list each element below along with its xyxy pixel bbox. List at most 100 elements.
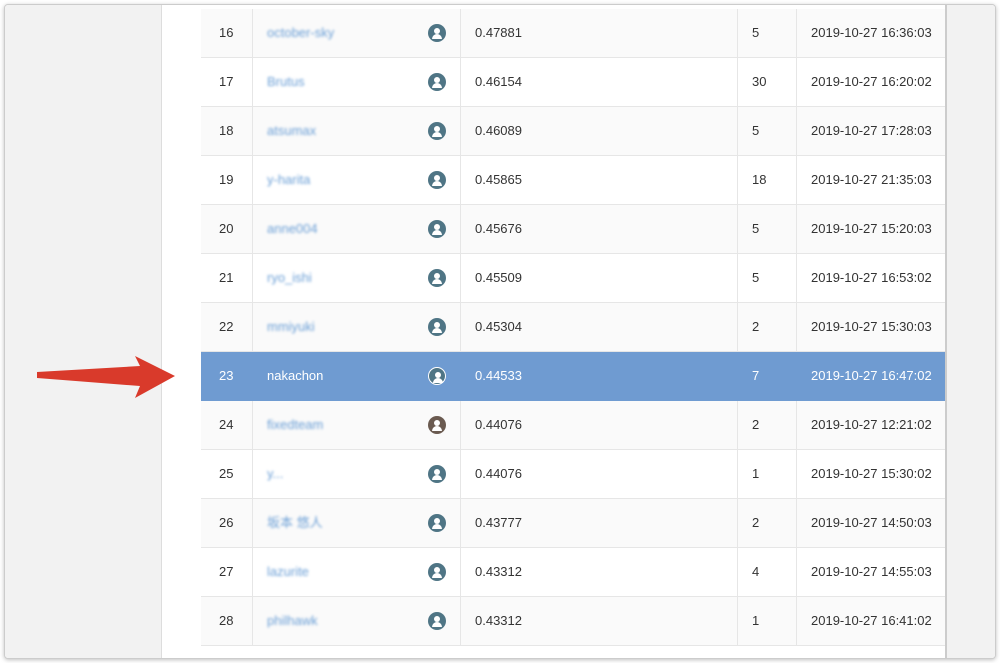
team-name[interactable]: anne004 — [267, 221, 318, 236]
last-submission-cell: 2019-10-27 16:41:02 — [797, 597, 945, 645]
table-row: 27 lazurite 0.43312 4 2019-10-27 14:55:03 — [201, 548, 945, 597]
rank: 16 — [219, 25, 234, 40]
table-row: 21 ryo_ishi 0.45509 5 2019-10-27 16:53:02 — [201, 254, 945, 303]
table-row: 17 Brutus 0.46154 30 2019-10-27 16:20:02 — [201, 58, 945, 107]
team-name[interactable]: ryo_ishi — [267, 270, 312, 285]
entries-cell: 2 — [738, 303, 797, 351]
last-submission-cell: 2019-10-27 14:50:03 — [797, 499, 945, 547]
last-submission-cell: 2019-10-27 15:20:03 — [797, 205, 945, 253]
score-cell: 0.45509 — [461, 254, 738, 302]
score: 0.45865 — [475, 172, 522, 187]
score: 0.43312 — [475, 613, 522, 628]
score: 0.46089 — [475, 123, 522, 138]
team-name[interactable]: nakachon — [267, 368, 324, 383]
entries-cell: 30 — [738, 58, 797, 106]
last-submission-cell: 2019-10-27 16:20:02 — [797, 58, 945, 106]
score-cell: 0.43312 — [461, 548, 738, 596]
score-cell: 0.47881 — [461, 9, 738, 57]
table-row: 28 philhawk 0.43312 1 2019-10-27 16:41:02 — [201, 597, 945, 646]
score-cell: 0.45676 — [461, 205, 738, 253]
team-name-cell: y-harita — [253, 156, 461, 204]
avatar — [428, 514, 446, 532]
last-submission: 2019-10-27 16:20:02 — [811, 74, 932, 89]
team-name-cell: ryo_ishi — [253, 254, 461, 302]
rank: 21 — [219, 270, 234, 285]
rank: 26 — [219, 515, 234, 530]
entries-cell: 5 — [738, 9, 797, 57]
team-name[interactable]: lazurite — [267, 564, 309, 579]
screenshot: 16 october-sky 0.47881 5 2019-10-27 16:36:03… — [4, 4, 996, 659]
team-name[interactable]: y... — [267, 466, 284, 481]
entries: 5 — [752, 221, 760, 236]
last-submission: 2019-10-27 17:28:03 — [811, 123, 932, 138]
last-submission: 2019-10-27 15:30:02 — [811, 466, 932, 481]
team-name[interactable]: october-sky — [267, 25, 335, 40]
last-submission: 2019-10-27 21:35:03 — [811, 172, 932, 187]
entries: 2 — [752, 417, 760, 432]
score: 0.44533 — [475, 368, 522, 383]
team-name[interactable]: fixedteam — [267, 417, 324, 432]
team-name-cell: atsumax — [253, 107, 461, 155]
last-submission-cell: 2019-10-27 15:30:02 — [797, 450, 945, 498]
score-cell: 0.46089 — [461, 107, 738, 155]
avatar — [428, 73, 446, 91]
sidebar — [5, 5, 162, 658]
team-name[interactable]: atsumax — [267, 123, 317, 138]
last-submission: 2019-10-27 16:41:02 — [811, 613, 932, 628]
score-cell: 0.43777 — [461, 499, 738, 547]
table-row: 16 october-sky 0.47881 5 2019-10-27 16:36:03 — [201, 9, 945, 58]
score: 0.45676 — [475, 221, 522, 236]
avatar — [428, 24, 446, 42]
team-name[interactable]: 坂本 悠人 — [267, 515, 323, 530]
score-cell: 0.43312 — [461, 597, 738, 645]
score-cell: 0.44076 — [461, 401, 738, 449]
entries-cell: 1 — [738, 450, 797, 498]
team-name-cell: fixedteam — [253, 401, 461, 449]
entries-cell: 7 — [738, 352, 797, 400]
entries-cell: 5 — [738, 107, 797, 155]
score-cell: 0.44076 — [461, 450, 738, 498]
rank-cell: 19 — [201, 156, 253, 204]
avatar — [428, 612, 446, 630]
team-name-cell: anne004 — [253, 205, 461, 253]
team-name-cell: mmiyuki — [253, 303, 461, 351]
entries: 30 — [752, 74, 767, 89]
last-submission-cell: 2019-10-27 16:53:02 — [797, 254, 945, 302]
table-row: 25 y... 0.44076 1 2019-10-27 15:30:02 — [201, 450, 945, 499]
entries: 5 — [752, 270, 760, 285]
table-row: 18 atsumax 0.46089 5 2019-10-27 17:28:03 — [201, 107, 945, 156]
rank: 27 — [219, 564, 234, 579]
score-cell: 0.44533 — [461, 352, 738, 400]
score: 0.47881 — [475, 25, 522, 40]
last-submission: 2019-10-27 14:50:03 — [811, 515, 932, 530]
avatar — [428, 416, 446, 434]
entries: 4 — [752, 564, 760, 579]
entries-cell: 18 — [738, 156, 797, 204]
last-submission: 2019-10-27 16:36:03 — [811, 25, 932, 40]
right-panel — [945, 5, 995, 658]
entries: 1 — [752, 613, 760, 628]
team-name-cell: y... — [253, 450, 461, 498]
score-cell: 0.45865 — [461, 156, 738, 204]
rank-cell: 25 — [201, 450, 253, 498]
score: 0.43777 — [475, 515, 522, 530]
team-name[interactable]: y-harita — [267, 172, 311, 187]
last-submission-cell: 2019-10-27 21:35:03 — [797, 156, 945, 204]
entries: 2 — [752, 319, 760, 334]
rank-cell: 16 — [201, 9, 253, 57]
rank-cell: 18 — [201, 107, 253, 155]
rank: 18 — [219, 123, 234, 138]
last-submission-cell: 2019-10-27 17:28:03 — [797, 107, 945, 155]
last-submission-cell: 2019-10-27 16:47:02 — [797, 352, 945, 400]
table-row: 24 fixedteam 0.44076 2 2019-10-27 12:21:02 — [201, 401, 945, 450]
team-name[interactable]: philhawk — [267, 613, 318, 628]
team-name[interactable]: mmiyuki — [267, 319, 315, 334]
last-submission-cell: 2019-10-27 14:55:03 — [797, 548, 945, 596]
team-name[interactable]: Brutus — [267, 74, 305, 89]
table-row: 22 mmiyuki 0.45304 2 2019-10-27 15:30:03 — [201, 303, 945, 352]
last-submission: 2019-10-27 14:55:03 — [811, 564, 932, 579]
last-submission: 2019-10-27 12:21:02 — [811, 417, 932, 432]
rank-cell: 20 — [201, 205, 253, 253]
rank-cell: 23 — [201, 352, 253, 400]
entries: 2 — [752, 515, 760, 530]
